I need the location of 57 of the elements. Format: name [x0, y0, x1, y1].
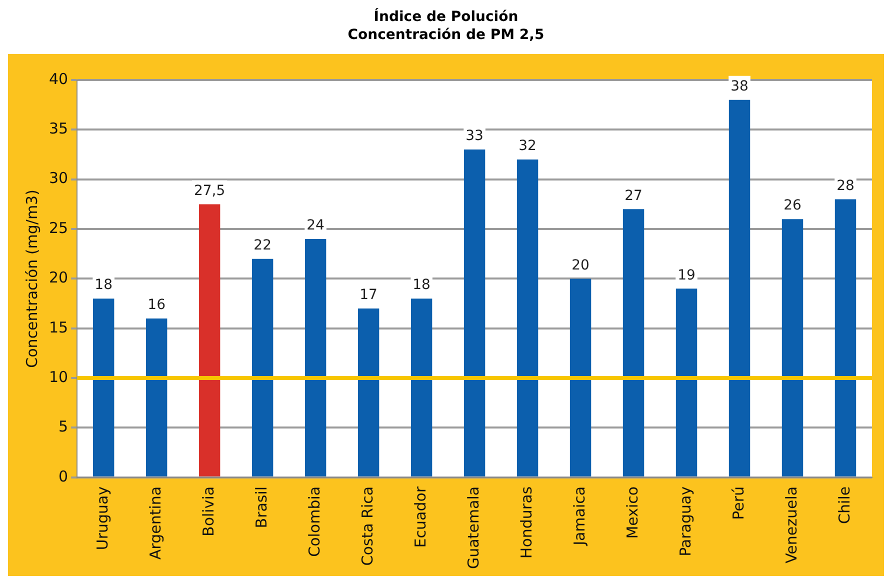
y-tick-label: 0 — [58, 467, 68, 486]
y-tick-label: 20 — [48, 268, 68, 287]
x-tick-label: Ecuador — [411, 486, 430, 548]
y-tick-label: 15 — [48, 318, 68, 336]
x-tick-label: Guatemala — [464, 486, 482, 570]
bar — [92, 298, 114, 476]
bar — [198, 204, 220, 476]
y-tick-label: 35 — [48, 120, 68, 138]
x-tick-label: Venezuela — [782, 486, 800, 564]
bar — [358, 308, 380, 476]
chart-title: Índice de Polución — [372, 8, 520, 26]
data-label: 16 — [148, 297, 166, 314]
chart-subtitle: Concentración de PM 2,5 — [346, 26, 546, 44]
data-label: 38 — [730, 78, 748, 95]
bar — [146, 318, 168, 476]
data-label: 24 — [306, 218, 325, 234]
bar — [516, 159, 538, 476]
x-tick-label: Paraguay — [676, 486, 694, 556]
data-label: 27,5 — [194, 182, 226, 199]
x-tick-label: Uruguay — [93, 486, 112, 550]
y-tick-label: 40 — [48, 70, 68, 88]
x-tick-label: Bolivia — [199, 486, 218, 536]
bar — [622, 209, 644, 476]
data-label: 18 — [94, 277, 112, 294]
y-tick-label: 5 — [58, 418, 68, 436]
data-label: 27 — [624, 188, 642, 204]
data-label: 33 — [466, 128, 484, 144]
data-label: 26 — [784, 198, 802, 214]
bar — [464, 150, 486, 476]
data-label: 19 — [678, 267, 696, 284]
x-tick-label: Jamaica — [570, 486, 588, 546]
data-label: 32 — [518, 138, 536, 154]
y-tick-label: 25 — [48, 218, 68, 237]
x-tick-label: Mexico — [623, 486, 642, 539]
x-tick-label: Chile — [835, 486, 854, 524]
x-tick-label: Honduras — [517, 486, 536, 559]
y-tick-label: 30 — [48, 169, 68, 188]
data-label: 18 — [412, 277, 430, 294]
bar — [304, 238, 326, 476]
x-tick-label: Costa Rica — [358, 486, 376, 566]
bar — [570, 278, 592, 476]
y-axis-title: Concentración (mg/m3) — [22, 190, 41, 368]
bar — [252, 258, 274, 476]
bar — [834, 199, 856, 476]
bar — [410, 298, 432, 476]
bar — [728, 100, 750, 476]
data-label: 28 — [836, 178, 854, 194]
bar — [782, 219, 804, 476]
data-label: 20 — [572, 257, 590, 274]
x-tick-label: Brasil — [252, 486, 270, 528]
data-label: 17 — [360, 287, 378, 304]
x-tick-label: Colombia — [305, 486, 324, 557]
data-label: 22 — [254, 237, 272, 254]
y-tick-label: 10 — [48, 368, 68, 386]
bar — [676, 288, 698, 476]
x-tick-label: Perú — [729, 486, 748, 520]
x-tick-label: Argentina — [146, 486, 164, 560]
